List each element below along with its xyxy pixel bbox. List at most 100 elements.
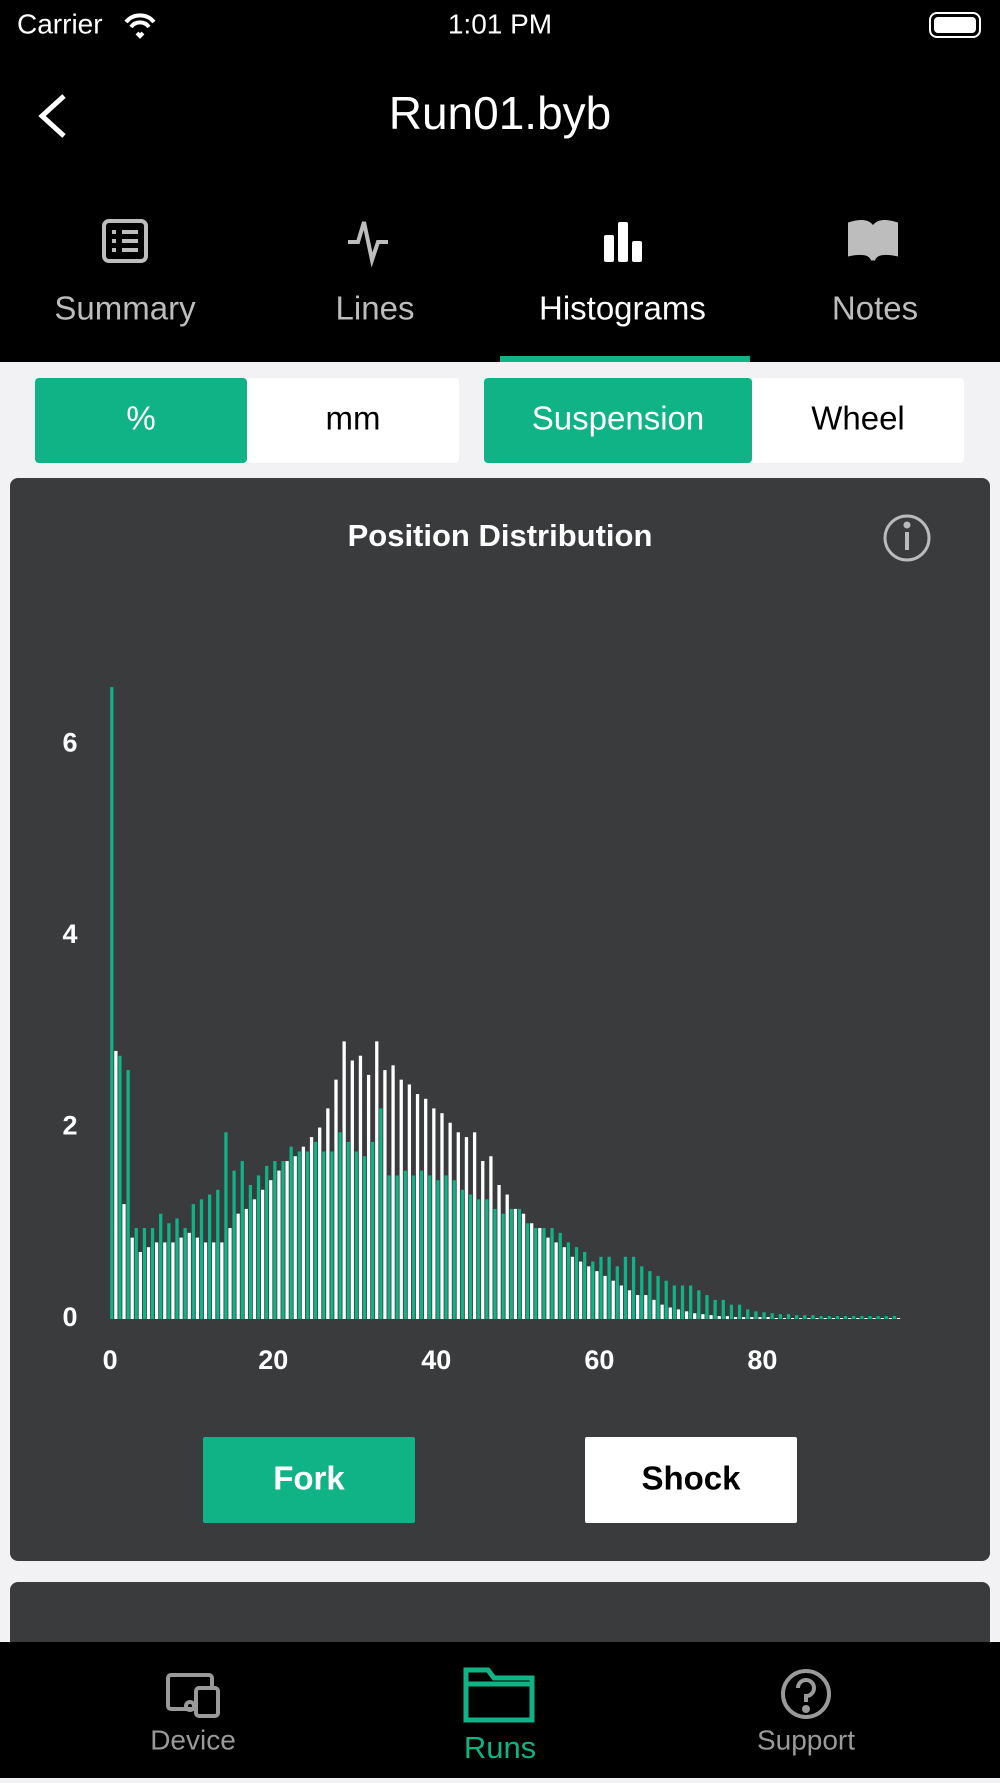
bar: [130, 1237, 134, 1319]
tab-indicator: [500, 356, 750, 362]
bar: [252, 1199, 257, 1319]
bar: [884, 1316, 888, 1319]
bar: [888, 1318, 893, 1319]
bar: [256, 1175, 261, 1319]
bar: [330, 1151, 334, 1319]
toggle-option[interactable]: Suspension: [532, 400, 704, 437]
clock: 1:01 PM: [448, 8, 552, 39]
bar: [452, 1180, 456, 1319]
bar: [146, 1247, 151, 1319]
bar: [244, 1208, 248, 1319]
bar: [815, 1318, 819, 1319]
bar: [583, 1251, 587, 1319]
bar: [517, 1208, 522, 1319]
bar: [530, 1223, 534, 1319]
back-button[interactable]: [38, 94, 66, 138]
bar: [366, 1074, 371, 1319]
bar: [599, 1256, 603, 1319]
legend-button[interactable]: Fork: [203, 1437, 415, 1523]
legend-button[interactable]: Shock: [585, 1437, 797, 1523]
bar: [566, 1242, 571, 1319]
bar: [489, 1156, 493, 1319]
bar: [313, 1141, 318, 1319]
x-tick-label: 80: [747, 1345, 777, 1375]
toggle-option[interactable]: %: [126, 400, 155, 437]
bar: [134, 1228, 138, 1319]
toggle-option[interactable]: Wheel: [811, 400, 905, 437]
bar: [570, 1256, 575, 1319]
bar: [171, 1242, 175, 1319]
bar: [505, 1194, 509, 1319]
bar: [856, 1318, 860, 1319]
tab-active[interactable]: Histograms: [539, 290, 706, 327]
bar: [322, 1151, 326, 1319]
nav-item[interactable]: Support: [757, 1724, 855, 1755]
bar: [183, 1228, 187, 1319]
nav-item-active[interactable]: Runs: [464, 1730, 536, 1765]
bar: [199, 1199, 204, 1319]
bar: [265, 1165, 269, 1319]
carrier: Carrier: [17, 8, 103, 39]
bar: [758, 1317, 762, 1319]
bar: [281, 1161, 285, 1319]
bar: [220, 1242, 224, 1319]
bar: [318, 1127, 322, 1319]
bar: [766, 1317, 770, 1319]
bar: [892, 1316, 897, 1319]
bar: [701, 1314, 705, 1319]
bar: [623, 1256, 628, 1319]
bar: [827, 1316, 831, 1319]
bar: [456, 1132, 460, 1319]
tab[interactable]: Notes: [832, 290, 918, 327]
bar: [350, 1060, 354, 1319]
bar: [277, 1170, 281, 1319]
bar: [236, 1213, 240, 1319]
bar: [742, 1317, 746, 1319]
toggle-option[interactable]: mm: [326, 400, 381, 437]
bar: [114, 1050, 118, 1319]
bar: [799, 1318, 803, 1319]
bar: [774, 1318, 778, 1319]
bar: [472, 1132, 477, 1319]
bar: [301, 1146, 306, 1319]
bar: [896, 1318, 901, 1319]
tab[interactable]: Lines: [336, 290, 415, 327]
bar: [371, 1141, 375, 1319]
bar: [224, 1132, 228, 1319]
bar: [493, 1208, 497, 1319]
bar: [428, 1175, 432, 1319]
bar: [354, 1151, 359, 1319]
bar: [652, 1299, 656, 1319]
bar: [868, 1316, 872, 1319]
bar: [460, 1189, 465, 1319]
bar: [399, 1079, 403, 1319]
legend-swatch: [585, 1437, 797, 1523]
bar: [717, 1316, 721, 1319]
nav-item[interactable]: Device: [150, 1724, 236, 1755]
bar: [375, 1041, 379, 1319]
bar: [521, 1213, 526, 1319]
bar: [615, 1266, 619, 1319]
bar: [411, 1175, 416, 1319]
bar: [778, 1314, 782, 1319]
bar: [305, 1151, 310, 1319]
bar: [342, 1041, 346, 1319]
bar: [383, 1070, 387, 1319]
info-button[interactable]: [883, 514, 931, 562]
bar: [444, 1175, 448, 1319]
bar: [534, 1228, 538, 1319]
bar: [648, 1271, 652, 1319]
bar: [550, 1228, 554, 1319]
bottom-nav: [0, 1642, 1000, 1778]
bar: [619, 1285, 623, 1319]
bar: [138, 1251, 142, 1319]
histogram-tab-icon: [604, 222, 642, 262]
bar: [603, 1275, 607, 1319]
bar: [680, 1285, 685, 1319]
bar: [737, 1304, 742, 1319]
bar: [607, 1256, 611, 1319]
bar: [709, 1315, 713, 1319]
tab[interactable]: Summary: [54, 290, 196, 327]
bar: [334, 1079, 338, 1319]
